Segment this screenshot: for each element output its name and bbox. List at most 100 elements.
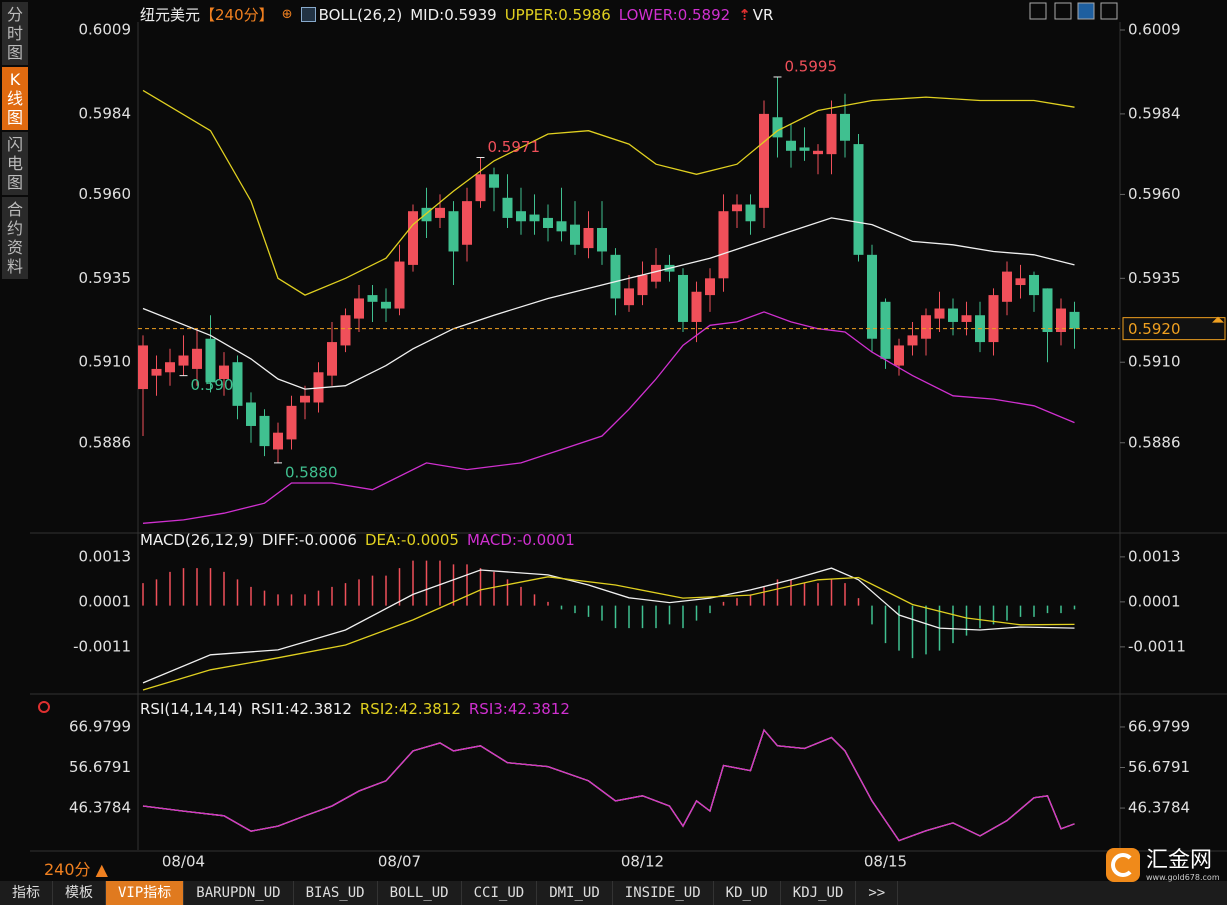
- candle-body: [340, 315, 351, 346]
- candle-body: [448, 211, 459, 252]
- candle-body: [907, 335, 918, 346]
- candle-body: [651, 264, 661, 282]
- candle-body: [502, 197, 513, 218]
- icon: [1054, 2, 1072, 20]
- logo-text: 汇金网 www.gold678.com: [1146, 848, 1220, 882]
- candle-body: [772, 117, 783, 138]
- y2-tick-label: 0.5984: [1128, 104, 1181, 122]
- y2-tick-label: 66.9799: [1128, 717, 1190, 735]
- candle-body: [759, 113, 769, 208]
- legend-entry: DEA:-0.0005: [364, 531, 459, 549]
- candle-body: [880, 301, 891, 359]
- candle-body: [354, 298, 364, 319]
- candle-body: [840, 113, 850, 141]
- legend-entry: LOWER:0.5892: [618, 5, 731, 24]
- candle-body: [192, 348, 202, 369]
- candle-body: [961, 315, 972, 322]
- candle-body: [570, 224, 580, 245]
- extreme-label: 0.5880: [285, 463, 338, 481]
- indicator-line: [142, 217, 1075, 390]
- y-tick-label: 0.5984: [79, 104, 132, 122]
- candle-body: [988, 295, 999, 343]
- toolbar-tab[interactable]: DMI_UD: [537, 881, 613, 905]
- logo-mark: [1111, 853, 1135, 877]
- candle-body: [934, 308, 945, 319]
- candle-body: [408, 211, 418, 265]
- indicator-line: [142, 576, 1075, 691]
- toolbar-tab[interactable]: KD_UD: [714, 881, 781, 905]
- y-tick-label: 66.9799: [69, 717, 131, 735]
- icon: [300, 7, 316, 22]
- candle-body: [786, 140, 796, 151]
- sidebar-item[interactable]: 分时图: [2, 2, 28, 65]
- y2-tick-label: 0.5910: [1128, 353, 1181, 371]
- sidebar-item[interactable]: 合约资料: [2, 197, 28, 279]
- legend-entry: RSI1:42.3812: [250, 700, 352, 718]
- candle-body: [867, 254, 877, 339]
- candle-body: [151, 368, 162, 376]
- y2-tick-label: 0.0013: [1128, 547, 1181, 565]
- legend-entry: RSI2:42.3812: [359, 700, 461, 718]
- legend: 纽元美元 【240分】 ⊕ BOLL(26,2) MID:0.5939 UPPER:0.5…: [140, 4, 773, 25]
- candle-body: [921, 315, 931, 339]
- candle-body: [286, 405, 297, 440]
- y2-tick-label: 46.3784: [1128, 799, 1190, 817]
- toolbar-tab[interactable]: BARUPDN_UD: [184, 881, 294, 905]
- candle-body: [489, 174, 499, 188]
- toolbar-tab[interactable]: BOLL_UD: [378, 881, 462, 905]
- toolbar-tab[interactable]: 模板: [53, 881, 106, 905]
- candle-body: [556, 221, 567, 232]
- toolbar: 指标 模板 VIP指标 BARUPDN_UD BIAS_UD BOLL_UD CCI_UD D…: [0, 881, 1227, 905]
- candle-body: [826, 113, 837, 155]
- x-tick-label: 08/12: [621, 853, 664, 871]
- period-label[interactable]: 240分 ▲: [44, 860, 108, 879]
- y-tick-label: 56.6791: [69, 758, 131, 776]
- candle-body: [259, 415, 270, 447]
- candle-body: [948, 308, 958, 322]
- candle-body: [1029, 274, 1039, 296]
- candle-body: [1042, 288, 1053, 333]
- y2-tick-label: 0.5935: [1128, 269, 1181, 287]
- candle-body: [381, 301, 391, 309]
- sidebar-item[interactable]: 闪电图: [2, 132, 28, 195]
- toolbar-tab[interactable]: KDJ_UD: [781, 881, 857, 905]
- y2-tick-label: 0.0001: [1128, 592, 1181, 610]
- candle-body: [1056, 308, 1066, 333]
- indicator-line: [142, 567, 1075, 684]
- x-tick-label: 08/04: [162, 853, 205, 871]
- candle-body: [273, 432, 283, 450]
- toolbar-tab[interactable]: INSIDE_UD: [613, 881, 714, 905]
- icon: [1029, 2, 1047, 20]
- indicator-line: [142, 728, 1075, 842]
- candle-body: [543, 217, 553, 228]
- candle-body: [1069, 311, 1080, 329]
- candle-body: [462, 201, 472, 245]
- candle-body: [165, 362, 175, 373]
- y-tick-label: 46.3784: [69, 799, 131, 817]
- indicator-line: [142, 311, 1075, 524]
- y2-tick-label: 0.5960: [1128, 185, 1181, 203]
- sidebar: 分时图 K线图 闪电图 合约资料: [0, 0, 30, 279]
- y2-tick-label: 0.6009: [1128, 21, 1181, 39]
- candle-body: [435, 207, 445, 218]
- toolbar-tab[interactable]: >>: [856, 881, 899, 905]
- candle-body: [718, 211, 729, 279]
- candle-body: [637, 274, 648, 296]
- candle-body: [327, 342, 337, 376]
- toolbar-tab[interactable]: 指标: [0, 881, 53, 905]
- toolbar-tab[interactable]: VIP指标: [106, 881, 185, 905]
- candle-body: [853, 144, 864, 255]
- legend: RSI(14,14,14) RSI1:42.3812 RSI2:42.3812 RSI…: [140, 700, 570, 718]
- last-price-label: 0.5920: [1128, 320, 1181, 338]
- extreme-label: 0.5906: [191, 376, 244, 394]
- candle-body: [678, 274, 688, 322]
- candle-body: [246, 402, 256, 426]
- toolbar-tab[interactable]: CCI_UD: [462, 881, 538, 905]
- y-tick-label: 0.0013: [79, 547, 132, 565]
- sidebar-item[interactable]: K线图: [2, 67, 28, 130]
- legend: MACD(26,12,9) DIFF:-0.0006 DEA:-0.0005 MACD…: [140, 531, 575, 549]
- toolbar-tab[interactable]: BIAS_UD: [294, 881, 378, 905]
- candle-body: [597, 227, 607, 252]
